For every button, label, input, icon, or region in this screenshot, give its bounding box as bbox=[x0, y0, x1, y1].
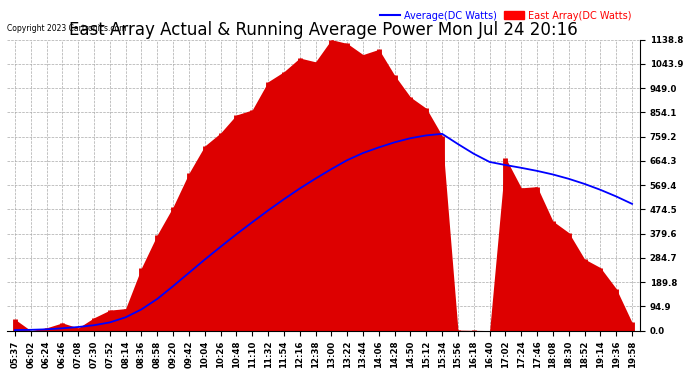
Text: Copyright 2023 Cartronics.com: Copyright 2023 Cartronics.com bbox=[7, 24, 126, 33]
Legend: Average(DC Watts), East Array(DC Watts): Average(DC Watts), East Array(DC Watts) bbox=[377, 7, 635, 24]
Title: East Array Actual & Running Average Power Mon Jul 24 20:16: East Array Actual & Running Average Powe… bbox=[69, 21, 578, 39]
